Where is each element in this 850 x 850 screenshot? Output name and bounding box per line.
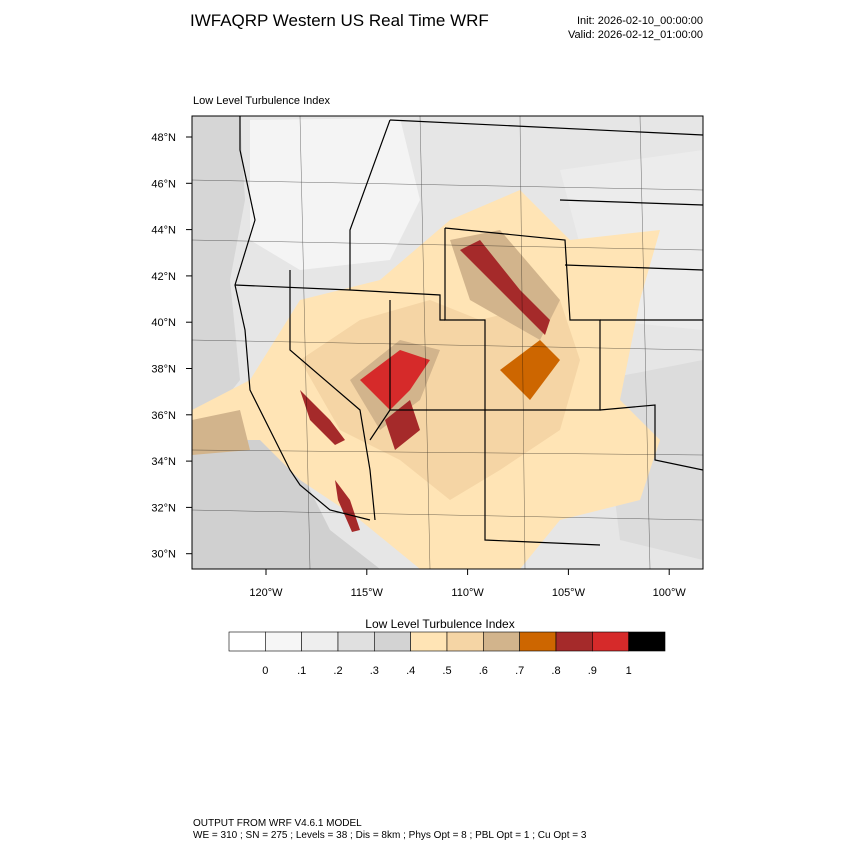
map-frame [191,115,704,570]
lon-label: 115°W [351,587,384,599]
colorbar-label: .5 [442,665,451,677]
lat-label: 44°N [151,225,176,237]
colorbar-box [592,631,629,652]
map-title: Low Level Turbulence Index [193,95,330,107]
colorbar-label: .8 [551,665,560,677]
colorbar-label: .9 [588,665,597,677]
lat-label: 38°N [151,364,176,376]
colorbar-label: .7 [515,665,524,677]
colorbar-label: .4 [406,665,415,677]
colorbar-box [374,631,411,652]
colorbar-box [628,631,666,652]
colorbar-label: .6 [479,665,488,677]
lat-label: 48°N [151,132,176,144]
colorbar-box [265,631,302,652]
lat-label: 30°N [151,549,176,561]
lon-label: 120°W [249,587,283,599]
lat-label: 32°N [151,502,176,514]
lat-label: 42°N [151,271,176,283]
lon-label: 100°W [653,587,687,599]
footer-line: WE = 310 ; SN = 275 ; Levels = 38 ; Dis … [193,830,587,841]
colorbar-box [446,631,484,652]
colorbar-box [483,631,520,652]
lat-label: 40°N [151,317,176,329]
colorbar-box [228,631,266,652]
map-field [192,116,703,569]
colorbar-title: Low Level Turbulence Index [365,617,514,631]
valid-time: Valid: 2026-02-12_01:00:00 [568,29,703,41]
lat-label: 36°N [151,410,176,422]
init-time: Init: 2026-02-10_00:00:00 [577,15,703,27]
colorbar-label: .1 [297,665,306,677]
colorbar-box [301,631,339,652]
lon-label: 105°W [552,587,586,599]
colorbar-label: 1 [626,665,632,677]
lat-label: 46°N [151,178,176,190]
lat-label: 34°N [151,456,176,468]
colorbar-label: 0 [262,665,268,677]
colorbar-box [410,631,448,652]
colorbar-label: .3 [370,665,379,677]
colorbar-box [555,631,593,652]
colorbar-box [337,631,375,652]
footer-line: OUTPUT FROM WRF V4.6.1 MODEL [193,818,362,829]
colorbar-box [519,631,557,652]
colorbar-label: .2 [333,665,342,677]
lon-label: 110°W [451,587,484,599]
title: IWFAQRP Western US Real Time WRF [190,11,489,30]
